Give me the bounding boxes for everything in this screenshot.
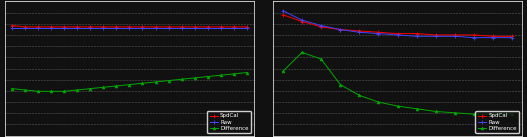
Legend: SpdCal, Raw, Difference: SpdCal, Raw, Difference: [207, 111, 251, 133]
Legend: SpdCal, Raw, Difference: SpdCal, Raw, Difference: [475, 111, 519, 133]
